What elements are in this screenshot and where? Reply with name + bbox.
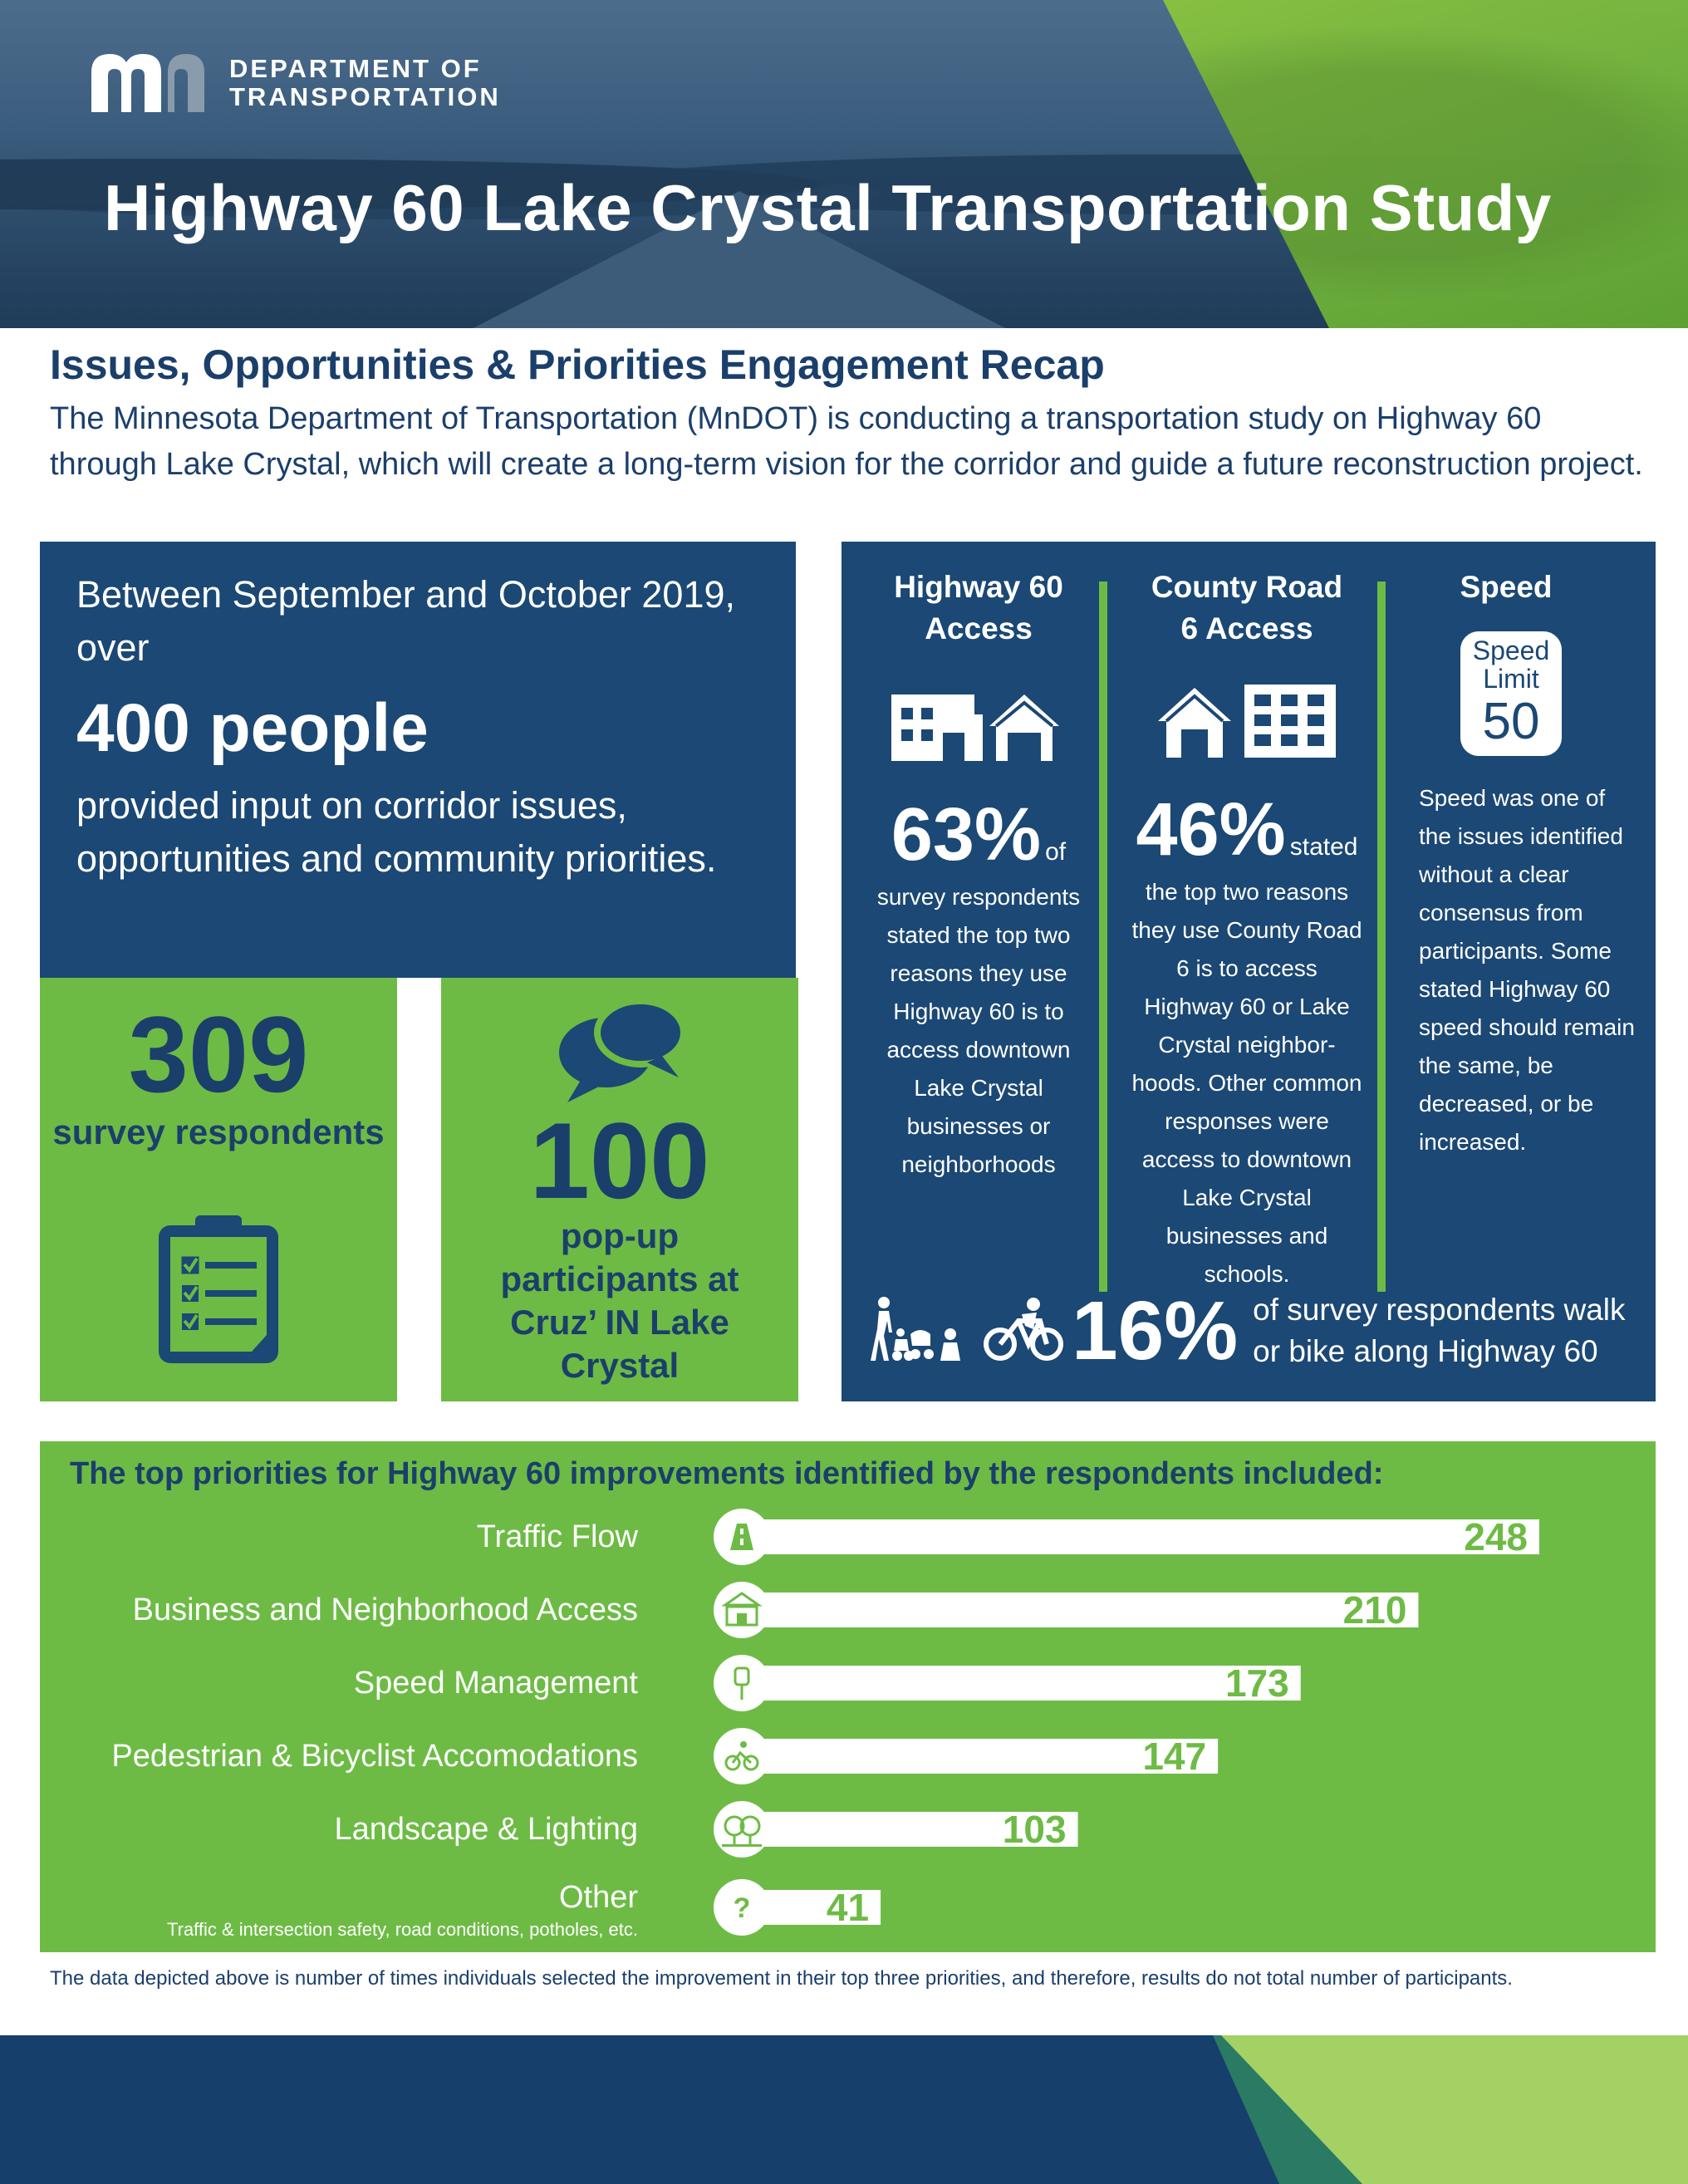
data-bar [750, 1812, 1078, 1847]
section-subtitle: Issues, Opportunities & Priorities Engag… [50, 341, 1105, 388]
popup-stat-card: 100 pop-up participants at Cruz’ IN Lake… [441, 978, 798, 1401]
data-bar [750, 1739, 1219, 1774]
column-divider [1377, 582, 1386, 1292]
icon-circle [714, 1582, 770, 1638]
sign-line-2: Limit [1483, 664, 1539, 694]
trees-icon [722, 1815, 762, 1847]
chat-bubbles-icon [549, 994, 690, 1114]
mndot-logo: DEPARTMENT OF TRANSPORTATION [91, 54, 501, 112]
highway-60-access-column: Highway 60 Access 63% of survey [858, 567, 1099, 1184]
speed-description: Speed was one of the issues identified w… [1419, 785, 1635, 1155]
stat-description: the top two reasons they use County Road… [1131, 879, 1362, 1287]
participation-description: provided input on corridor issues, oppor… [76, 784, 717, 880]
data-bar [750, 1519, 1539, 1554]
column-heading: Speed [1460, 570, 1553, 604]
road-icon [730, 1524, 753, 1550]
survey-label: survey respondents [52, 1112, 385, 1151]
stat-percent: 63% [891, 793, 1041, 876]
participation-count: 400 people [76, 690, 429, 766]
column-heading: Highway 60 Access [894, 570, 1063, 645]
walk-bike-percent: 16% [1072, 1283, 1239, 1377]
pedestrian-icon [871, 1296, 979, 1366]
stat-description: survey respondents stated the top two re… [876, 884, 1081, 1177]
house-and-office-icon [1122, 681, 1372, 764]
survey-stat-card: 309 survey respondents [40, 978, 397, 1401]
question-icon: ? [734, 1892, 751, 1924]
svg-text:?: ? [734, 1892, 751, 1924]
popup-count: 100 [529, 1100, 710, 1221]
stat-percent: 46% [1136, 788, 1286, 871]
banner-road [465, 191, 1013, 328]
column-heading: County Road 6 Access [1151, 570, 1343, 645]
data-label: 248 [1464, 1515, 1528, 1558]
logo-line-1: DEPARTMENT OF [229, 54, 482, 83]
sign-value: 50 [1482, 693, 1540, 750]
data-label: 173 [1225, 1661, 1289, 1705]
clipboard-icon [152, 1210, 285, 1372]
access-findings-panel: Highway 60 Access 63% of survey [842, 542, 1656, 1401]
logo-line-2: TRANSPORTATION [229, 82, 501, 111]
sign-line-1: Speed [1472, 636, 1550, 665]
priorities-bar-chart: Traffic Flow 248 Business and Neighborhood… [111, 1509, 1539, 1940]
category-label: Other [559, 1880, 638, 1915]
stat-suffix: of [1045, 838, 1067, 866]
data-label: 147 [1142, 1735, 1206, 1778]
header-banner: DEPARTMENT OF TRANSPORTATION Highway 60 … [0, 0, 1688, 328]
category-label: Speed Management [354, 1666, 639, 1701]
bicyclist-icon [982, 1296, 1065, 1366]
column-divider [1099, 582, 1107, 1292]
highway-60-stat: 63% of [858, 793, 1099, 878]
page-title: Highway 60 Lake Crystal Transportation S… [104, 171, 1552, 244]
icon-circle [714, 1879, 770, 1936]
data-label: 103 [1003, 1808, 1067, 1851]
footer-band [0, 2035, 1688, 2184]
logo-text: DEPARTMENT OF TRANSPORTATION [229, 55, 501, 111]
data-bar [750, 1666, 1301, 1701]
intro-paragraph: The Minnesota Department of Transportati… [50, 401, 1643, 482]
chart-title: The top priorities for Highway 60 improv… [70, 1456, 1384, 1491]
walk-bike-stat: 16% of survey respondents walk or bike a… [871, 1281, 1643, 1381]
icon-circle [714, 1728, 770, 1784]
category-label: Traffic Flow [477, 1519, 639, 1554]
mn-logo-icon [91, 54, 216, 112]
speed-limit-sign-icon: Speed Limit 50 [1460, 631, 1562, 756]
storefront-icon [721, 1592, 763, 1627]
data-label: 210 [1343, 1588, 1407, 1632]
category-label: Pedestrian & Bicyclist Accomodations [111, 1739, 638, 1774]
county-road-6-access-column: County Road 6 Access 46% stated the top … [1122, 567, 1372, 1293]
walk-bike-description: of survey respondents walk or bike along… [1253, 1293, 1626, 1368]
data-bar [750, 1890, 881, 1925]
stat-suffix: stated [1289, 833, 1358, 861]
category-label: Business and Neighborhood Access [133, 1593, 638, 1627]
speed-sign-icon [734, 1666, 750, 1700]
speed-column: Speed Speed Limit 50 Speed was one of th… [1394, 567, 1643, 1161]
data-label: 41 [827, 1886, 869, 1929]
category-label: Landscape & Lighting [334, 1812, 638, 1847]
priorities-chart: The top priorities for Highway 60 improv… [40, 1441, 1656, 1952]
popup-label: pop-up participants at Cruz’ IN Lake Cry… [500, 1216, 739, 1385]
bicyclist-icon [724, 1741, 759, 1771]
icon-circle [714, 1655, 770, 1711]
chart-footnote: The data depicted above is number of tim… [50, 1967, 1513, 1990]
participation-lead: Between September and October 2019, over [76, 573, 736, 669]
category-note: Traffic & intersection safety, road cond… [167, 1919, 638, 1940]
participation-summary: Between September and October 2019, over… [40, 542, 796, 978]
buildings-icon [858, 686, 1099, 769]
county-road-6-stat: 46% stated [1122, 788, 1372, 873]
data-bar [750, 1593, 1419, 1627]
survey-count: 309 [128, 994, 309, 1115]
